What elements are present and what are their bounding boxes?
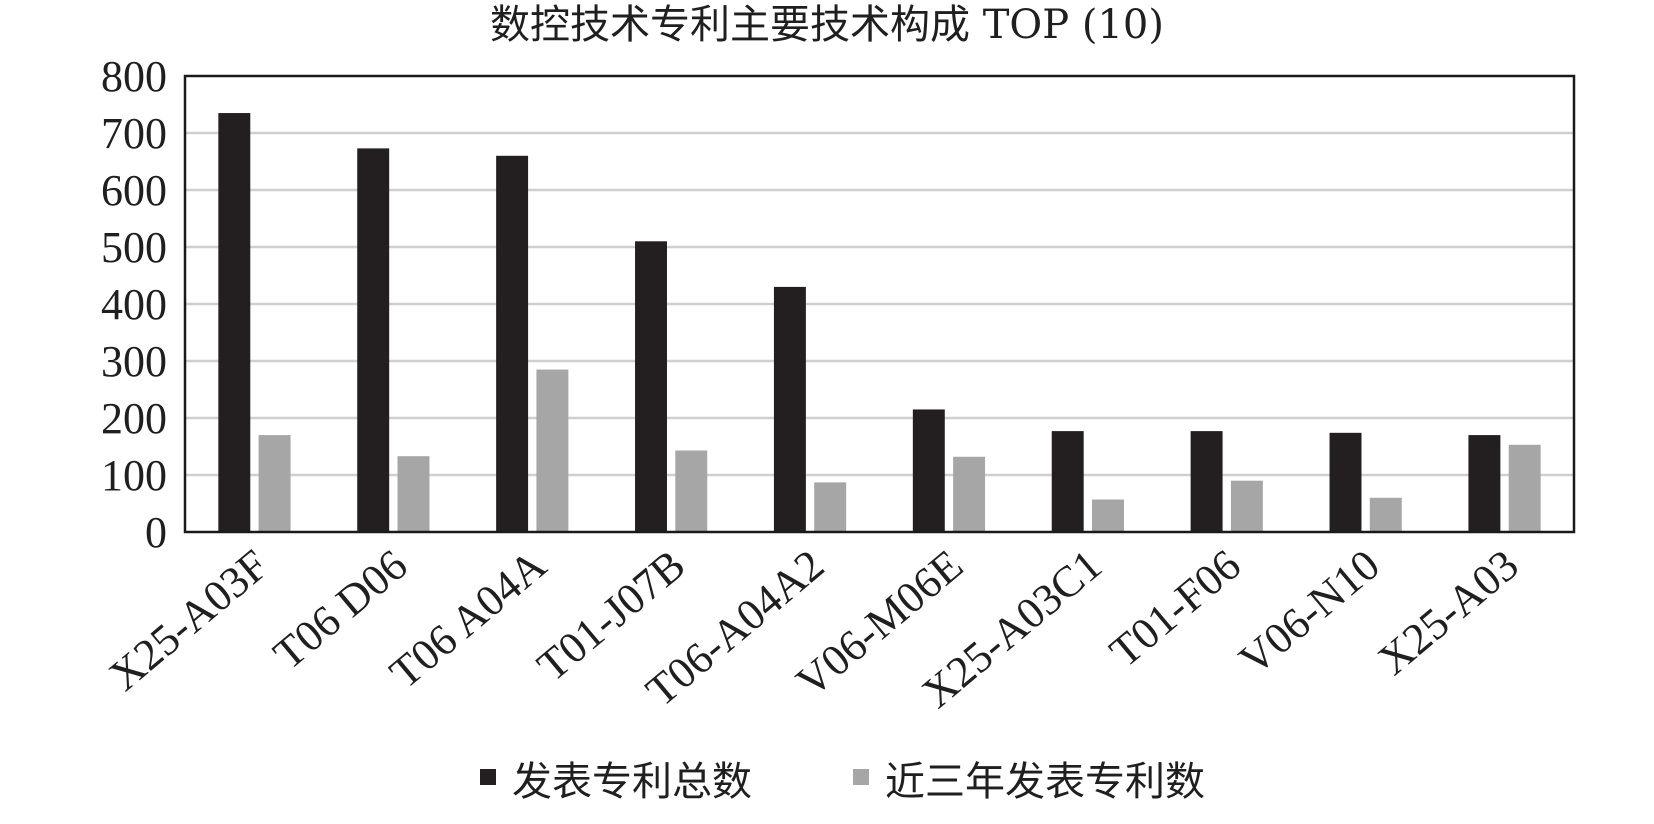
bar-recent-8 xyxy=(1369,497,1402,532)
bar-recent-1 xyxy=(397,456,430,532)
y-tick-label: 700 xyxy=(101,109,167,158)
bar-recent-4 xyxy=(814,482,847,532)
bars xyxy=(218,113,1541,533)
bar-total-4 xyxy=(773,286,806,532)
bar-recent-9 xyxy=(1508,444,1541,532)
bar-recent-0 xyxy=(258,435,291,532)
bar-recent-7 xyxy=(1230,480,1263,532)
bar-recent-3 xyxy=(675,450,708,532)
y-tick-label: 300 xyxy=(101,337,167,386)
bar-total-0 xyxy=(218,113,251,533)
y-tick-label: 400 xyxy=(101,280,167,329)
grid-lines xyxy=(185,131,1574,477)
bar-recent-2 xyxy=(536,369,569,532)
chart-title: 数控技术专利主要技术构成 TOP (10) xyxy=(490,2,1164,48)
bar-recent-6 xyxy=(1092,499,1124,532)
bar-total-6 xyxy=(1051,431,1084,532)
bar-total-9 xyxy=(1468,435,1501,532)
y-tick-label: 0 xyxy=(145,508,167,557)
x-tick-label: X25-A03 xyxy=(1369,540,1528,684)
y-tick-label: 100 xyxy=(101,451,167,500)
bar-total-8 xyxy=(1329,432,1362,532)
bar-total-1 xyxy=(357,148,390,532)
legend-label-1: 近三年发表专利数 xyxy=(885,759,1205,805)
y-tick-label: 200 xyxy=(101,394,167,443)
bar-total-7 xyxy=(1190,431,1223,532)
y-axis-ticks: 0 100 200 300 400 500 600 700 800 xyxy=(101,52,167,557)
y-tick-label: 600 xyxy=(101,166,167,215)
legend-swatch-0 xyxy=(480,769,496,785)
x-tick-label: X25-A03F xyxy=(100,540,278,700)
plot-frame xyxy=(183,74,1576,534)
x-tick-label: T01-F06 xyxy=(1100,540,1249,677)
bar-total-3 xyxy=(635,241,667,533)
bar-recent-5 xyxy=(953,456,986,532)
legend: 发表专利总数 近三年发表专利数 xyxy=(480,759,1205,805)
x-tick-label: V06-N10 xyxy=(1230,540,1389,684)
y-tick-label: 500 xyxy=(101,223,167,272)
legend-label-0: 发表专利总数 xyxy=(512,759,752,805)
y-tick-label: 800 xyxy=(101,52,167,101)
x-tick-label: T06 A04A xyxy=(381,540,556,698)
bar-total-5 xyxy=(912,409,945,532)
bar-total-2 xyxy=(496,155,529,533)
legend-swatch-1 xyxy=(853,769,869,785)
